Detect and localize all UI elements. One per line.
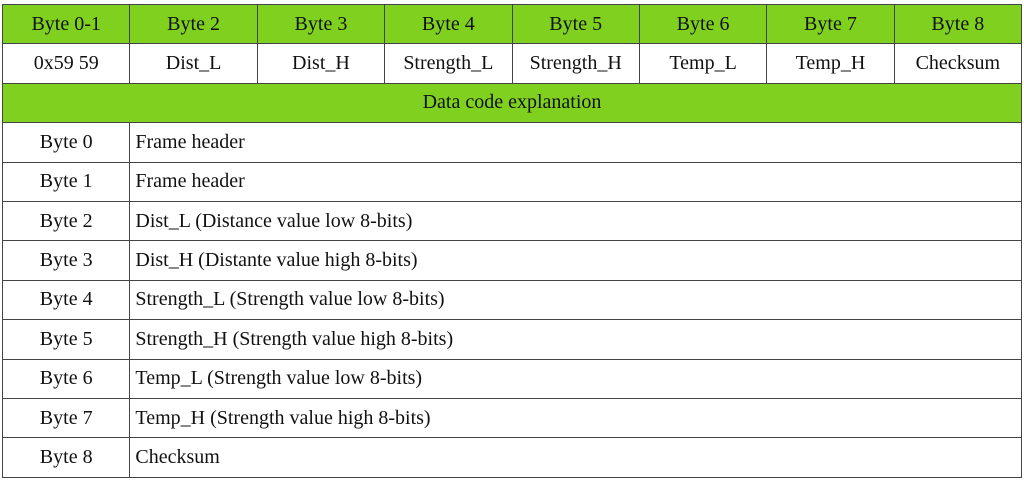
byte-label: Byte 2 <box>1 200 131 242</box>
field-row: 0x59 59 Dist_L Dist_H Strength_L Strength_H T… <box>1 43 1023 84</box>
field-cell: Temp_L <box>638 43 768 84</box>
field-cell: Strength_H <box>511 43 640 84</box>
header-cell: Byte 6 <box>638 3 768 45</box>
header-cell: Byte 0-1 <box>1 3 131 45</box>
explanation-row: Byte 4 Strength_L (Strength value low 8-b… <box>1 279 1022 321</box>
byte-description: Frame header <box>129 122 1022 163</box>
explanation-row: Byte 8 Checksum <box>1 437 1022 478</box>
byte-description: Dist_H (Distante value high 8-bits) <box>129 240 1022 281</box>
explanation-row: Byte 0 Frame header <box>1 122 1022 163</box>
byte-label: Byte 5 <box>1 319 131 360</box>
header-cell: Byte 4 <box>384 3 513 45</box>
field-cell: Dist_H <box>256 43 386 84</box>
byte-description: Strength_L (Strength value low 8-bits) <box>129 279 1022 321</box>
byte-description: Temp_L (Strength value low 8-bits) <box>129 358 1022 399</box>
byte-description: Dist_L (Distance value low 8-bits) <box>129 200 1022 242</box>
byte-label: Byte 4 <box>1 279 131 321</box>
byte-description: Frame header <box>129 161 1022 202</box>
byte-label: Byte 1 <box>1 161 131 202</box>
field-cell: Temp_H <box>766 43 895 84</box>
explanation-title-row: Data code explanation <box>2 82 1022 124</box>
byte-label: Byte 8 <box>1 437 131 478</box>
header-cell: Byte 2 <box>129 3 258 45</box>
byte-label: Byte 6 <box>1 358 131 399</box>
table-body: Byte 0-1 Byte 2 Byte 3 Byte 4 Byte 5 Byte 6 By… <box>1 3 1023 478</box>
field-cell: Dist_L <box>129 43 258 84</box>
byte-label: Byte 0 <box>1 122 131 163</box>
field-cell: 0x59 59 <box>1 43 131 84</box>
byte-description: Checksum <box>129 437 1022 478</box>
field-cell: Checksum <box>893 43 1023 84</box>
header-cell: Byte 3 <box>256 3 386 45</box>
field-cell: Strength_L <box>384 43 513 84</box>
header-cell: Byte 5 <box>511 3 640 45</box>
byte-label: Byte 7 <box>1 397 131 439</box>
explanation-row: Byte 1 Frame header <box>1 161 1022 202</box>
byte-description: Temp_H (Strength value high 8-bits) <box>129 397 1022 439</box>
byte-description: Strength_H (Strength value high 8-bits) <box>129 319 1022 360</box>
explanation-title: Data code explanation <box>2 82 1022 124</box>
explanation-row: Byte 6 Temp_L (Strength value low 8-bits) <box>1 358 1022 399</box>
header-cell: Byte 8 <box>893 3 1023 45</box>
explanation-row: Byte 5 Strength_H (Strength value high 8-… <box>1 319 1022 360</box>
explanation-row: Byte 2 Dist_L (Distance value low 8-bits) <box>1 200 1022 242</box>
header-row: Byte 0-1 Byte 2 Byte 3 Byte 4 Byte 5 Byte 6 By… <box>1 3 1023 45</box>
explanation-row: Byte 7 Temp_H (Strength value high 8-bits… <box>1 397 1022 439</box>
explanation-row: Byte 3 Dist_H (Distante value high 8-bits… <box>1 240 1022 281</box>
byte-label: Byte 3 <box>1 240 131 281</box>
protocol-table: Byte 0-1 Byte 2 Byte 3 Byte 4 Byte 5 Byte 6 By… <box>1 3 1023 478</box>
header-cell: Byte 7 <box>766 3 895 45</box>
